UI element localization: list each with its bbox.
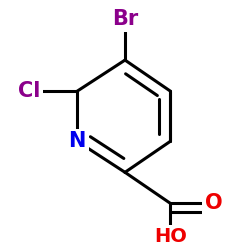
Text: Cl: Cl	[18, 81, 41, 101]
Text: N: N	[68, 131, 86, 151]
Text: HO: HO	[154, 227, 187, 246]
Text: Br: Br	[112, 10, 138, 29]
Text: O: O	[204, 193, 222, 213]
